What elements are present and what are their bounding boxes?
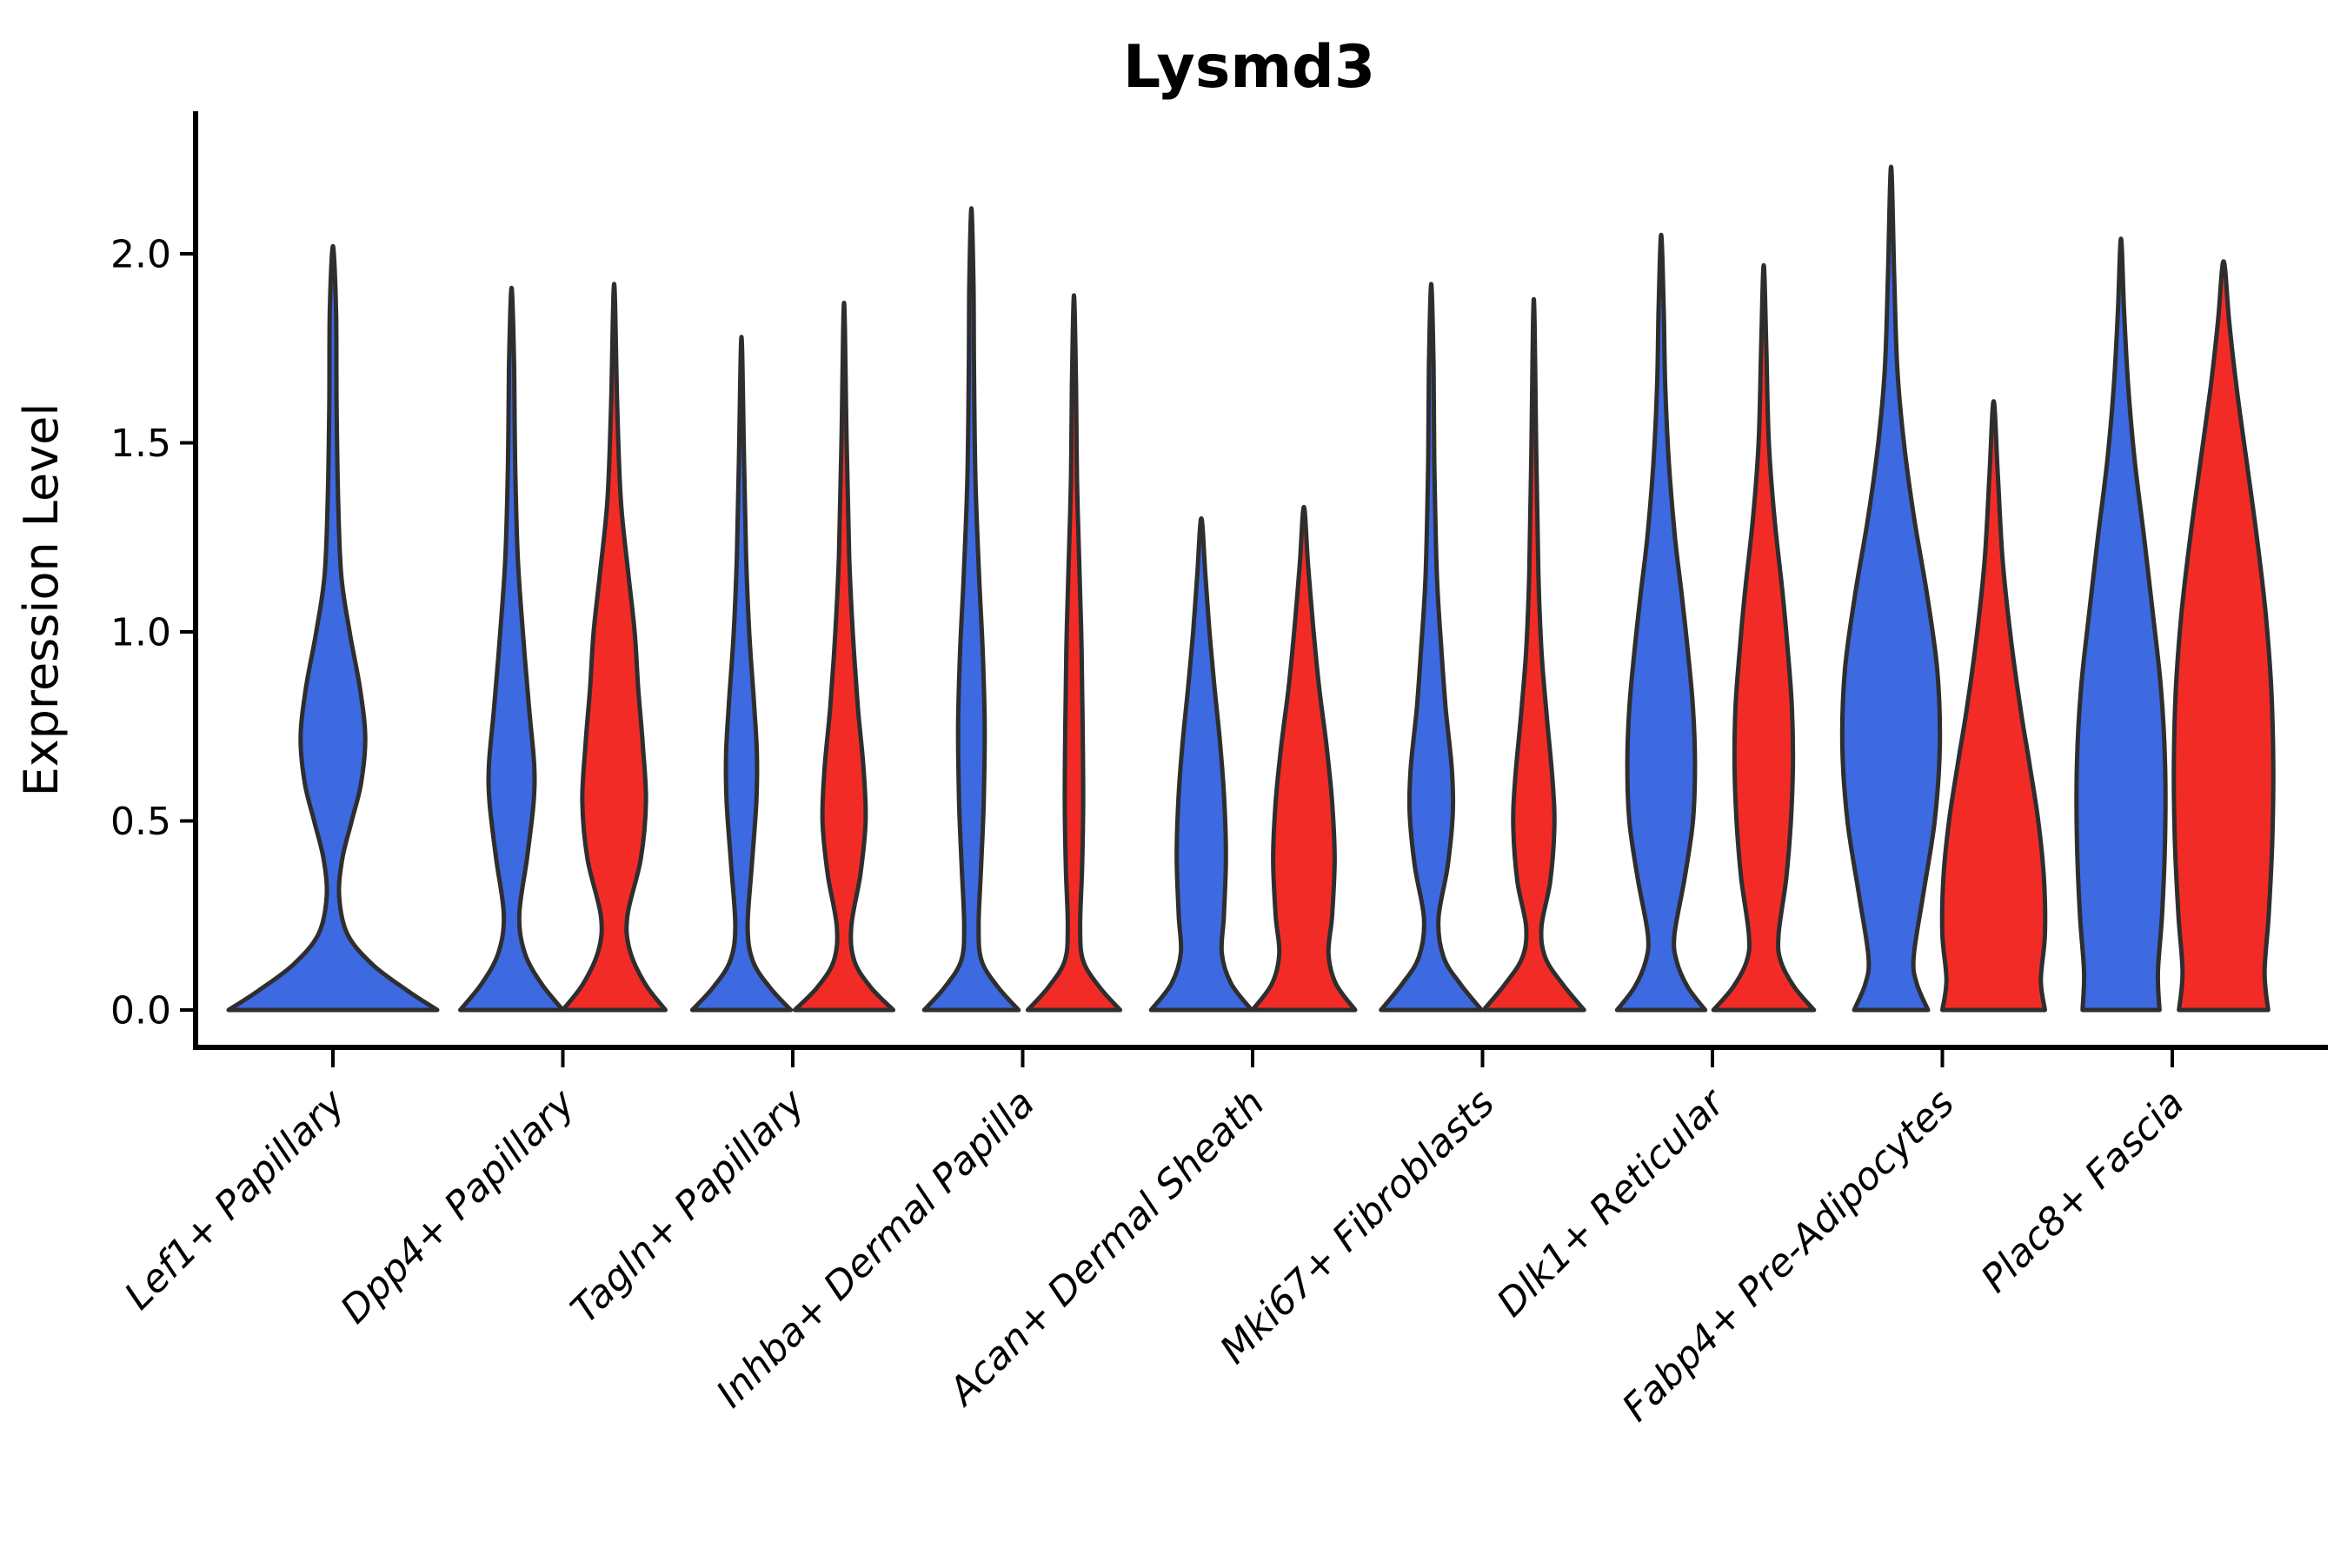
violin-blue <box>1148 516 1254 1013</box>
violin-red <box>1939 399 2048 1013</box>
y-tick-label: 1.5 <box>110 422 171 466</box>
violin-blue <box>689 335 794 1013</box>
x-tick-label: Plac8+ Fascia <box>1972 1081 2192 1301</box>
violin-red <box>2171 259 2276 1013</box>
x-tick-label: Lef1+ Papillary <box>116 1080 355 1319</box>
violin-red <box>1711 262 1817 1013</box>
x-tick-label: Tagln+ Papillary <box>562 1080 814 1332</box>
violin-red <box>1481 296 1586 1013</box>
violin-red <box>1025 293 1123 1013</box>
y-axis-label: Expression Level <box>14 403 69 797</box>
y-tick-label: 0.0 <box>110 988 171 1033</box>
violin-blue <box>1614 232 1708 1013</box>
x-tick-label: Dpp4+ Papillary <box>332 1080 584 1332</box>
violin-red <box>792 301 896 1013</box>
y-tick-label: 0.5 <box>110 800 171 844</box>
violin-series <box>226 164 2276 1013</box>
chart-title: Lysmd3 <box>1123 33 1375 102</box>
violin-blue <box>458 285 565 1013</box>
axes: 0.0 0.5 1.0 1.5 2.0 <box>110 111 2328 1067</box>
violin-blue <box>2074 236 2168 1013</box>
violin-red <box>561 282 668 1013</box>
violin-blue <box>226 243 440 1013</box>
y-tick-label: 2.0 <box>110 232 171 276</box>
y-tick-label: 1.0 <box>110 610 171 654</box>
violin-blue <box>1839 164 1943 1013</box>
violin-red <box>1250 504 1358 1013</box>
violin-blue <box>921 206 1021 1013</box>
x-tick-label: Dlk1+ Reticular <box>1488 1080 1734 1325</box>
violin-blue <box>1379 282 1484 1013</box>
